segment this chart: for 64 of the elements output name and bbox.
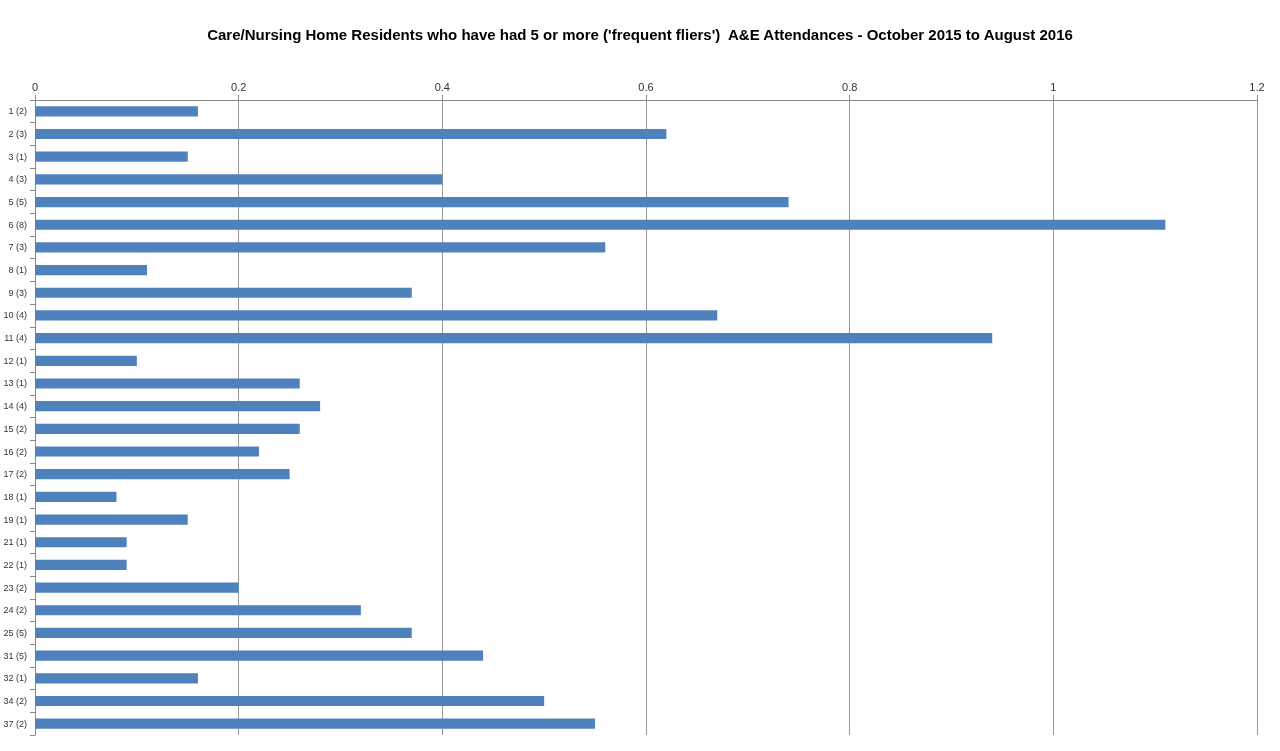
y-tick-label: 25 (5) <box>3 627 27 638</box>
y-tick-label: 37 (2) <box>3 718 27 729</box>
y-tick-label: 21 (1) <box>3 537 27 548</box>
y-tick-label: 8 (1) <box>8 265 27 276</box>
y-tick-label: 19 (1) <box>3 514 27 525</box>
bar <box>35 106 198 117</box>
y-tick-label: 1 (2) <box>8 106 27 117</box>
bar <box>35 378 300 389</box>
bar <box>35 151 188 162</box>
y-tick-label: 5 (5) <box>8 197 27 208</box>
bar <box>35 537 127 548</box>
y-tick-label: 34 (2) <box>3 695 27 706</box>
x-tick-label: 0.8 <box>842 80 858 93</box>
y-tick-label: 13 (1) <box>3 378 27 389</box>
x-tick-label: 0.4 <box>434 80 450 93</box>
y-tick-label: 24 (2) <box>3 605 27 616</box>
y-tick-label: 7 (3) <box>8 242 27 253</box>
bar <box>35 559 127 571</box>
x-tick-label: 0.2 <box>231 80 247 93</box>
y-tick-label: 32 (1) <box>3 673 27 684</box>
bar <box>35 514 188 525</box>
bar <box>35 446 260 457</box>
x-tick-label: 1 <box>1050 80 1057 93</box>
bar <box>35 196 789 208</box>
bar <box>35 333 993 344</box>
y-tick-label: 2 (3) <box>8 129 27 140</box>
x-tick-label: 0.6 <box>638 80 654 93</box>
y-tick-label: 18 (1) <box>3 491 27 502</box>
bar <box>35 423 300 434</box>
y-tick-label: 16 (2) <box>3 446 27 457</box>
y-tick-label: 6 (8) <box>8 219 27 230</box>
bar <box>35 718 596 729</box>
y-tick-label: 14 (4) <box>3 401 27 412</box>
y-tick-label: 17 (2) <box>3 469 27 480</box>
bar <box>35 264 148 276</box>
bar <box>35 355 137 366</box>
bar <box>35 401 321 412</box>
y-tick-label: 12 (1) <box>3 355 27 366</box>
bar <box>35 582 239 593</box>
bar <box>35 627 412 639</box>
bar <box>35 287 412 298</box>
bar <box>35 128 667 140</box>
y-tick-label: 9 (3) <box>8 287 27 298</box>
x-tick-label: 0 <box>31 80 39 93</box>
y-tick-label: 4 (3) <box>8 174 27 185</box>
bar <box>35 491 117 502</box>
chart-title: Care/Nursing Home Residents who have had 5 or more ('frequent fliers') A&E Attendances - October 2015 to August 2016 <box>207 26 1073 43</box>
y-tick-label: 10 (4) <box>3 310 27 321</box>
bar <box>35 673 198 684</box>
bar <box>35 650 484 661</box>
bar <box>35 695 545 707</box>
bar <box>35 469 290 480</box>
bar <box>35 310 718 321</box>
y-tick-label: 15 (2) <box>3 423 27 434</box>
y-tick-label: 11 (4) <box>4 333 27 344</box>
bar <box>35 605 361 616</box>
y-tick-label: 22 (1) <box>3 559 27 570</box>
bar <box>35 174 443 185</box>
bar <box>35 219 1166 230</box>
bar <box>35 242 606 253</box>
y-tick-label: 23 (2) <box>3 582 27 593</box>
y-tick-label: 31 (5) <box>3 650 27 661</box>
y-tick-label: 3 (1) <box>8 151 27 162</box>
x-tick-label: 1.2 <box>1249 80 1265 93</box>
